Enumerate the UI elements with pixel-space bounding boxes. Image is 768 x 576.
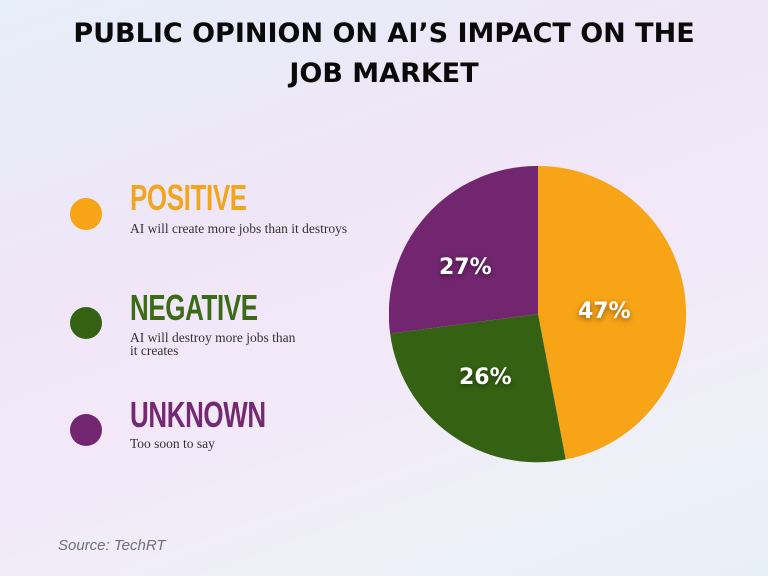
slice-label-unknown: 27% xyxy=(439,255,492,280)
legend-label-unknown: UNKNOWN xyxy=(130,394,266,435)
chart-title-line-1: PUBLIC OPINION ON AI’S IMPACT ON THE xyxy=(73,18,695,49)
source-note: Source: TechRT xyxy=(58,537,166,554)
chart-title: PUBLIC OPINION ON AI’S IMPACT ON THE JOB… xyxy=(0,14,768,94)
unknown-dot-icon xyxy=(70,414,102,446)
legend-desc-unknown: Too soon to say xyxy=(130,436,215,451)
pie-svg xyxy=(388,165,687,463)
slice-label-negative: 26% xyxy=(459,365,512,390)
positive-dot-icon xyxy=(70,198,102,230)
pie-chart: 47% 26% 27% xyxy=(388,165,687,463)
legend-label-negative: NEGATIVE xyxy=(130,287,258,328)
slice-unknown xyxy=(388,165,538,334)
legend-desc-positive: AI will create more jobs than it destroy… xyxy=(130,221,348,236)
legend-desc-negative: AI will destroy more jobs than it create… xyxy=(130,330,296,358)
chart-title-line-2: JOB MARKET xyxy=(289,58,479,89)
negative-dot-icon xyxy=(70,307,102,339)
slice-label-positive: 47% xyxy=(578,299,631,324)
legend-label-positive: POSITIVE xyxy=(130,177,247,218)
slice-negative xyxy=(390,314,566,463)
slice-positive xyxy=(538,165,687,460)
